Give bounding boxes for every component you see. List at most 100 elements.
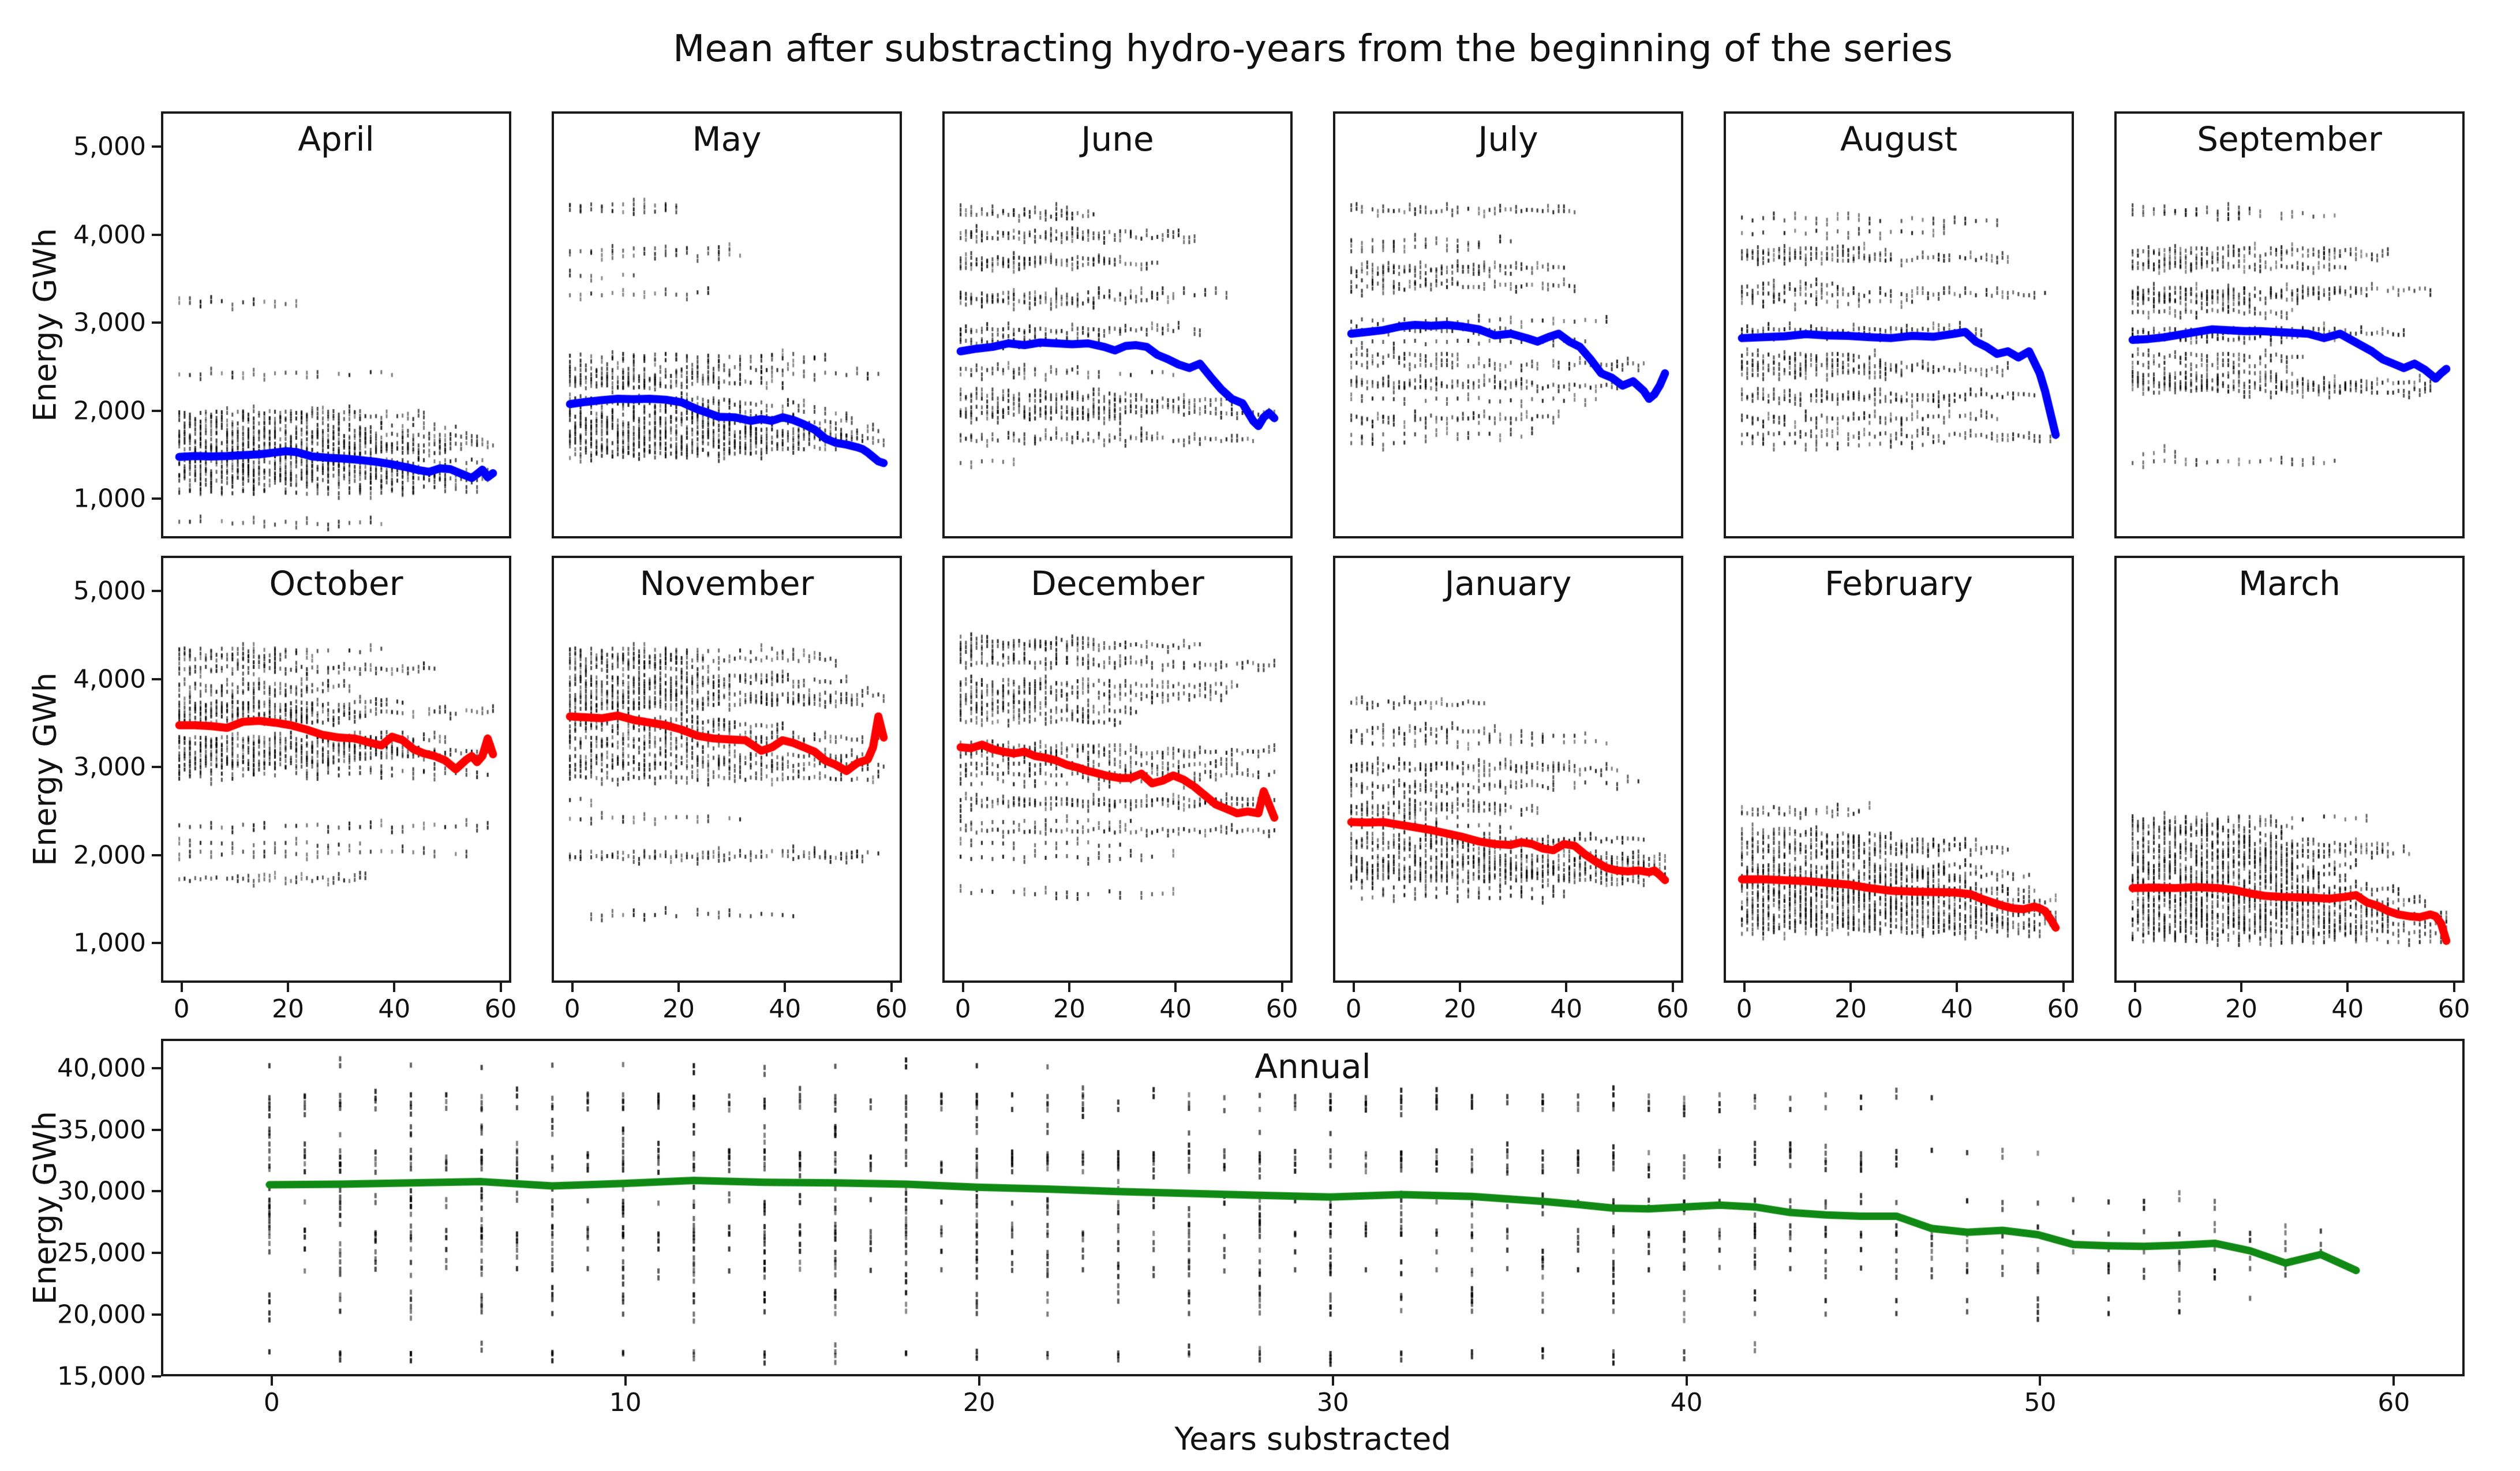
plot-canvas [163, 114, 509, 536]
y-tick-label: 25,000 [57, 1238, 146, 1268]
x-tick-label: 20 [1834, 994, 1867, 1024]
x-tick-label: 60 [1265, 994, 1298, 1024]
plot-frame: June [942, 111, 1293, 538]
subplot-title: December [1031, 564, 1204, 603]
x-tick-label: 60 [2047, 994, 2080, 1024]
x-tick-mark [270, 1376, 273, 1386]
subplot-march: March 0 20 40 60 [2114, 556, 2470, 1024]
plot-frame: July [1333, 111, 1683, 538]
x-tick-mark [1068, 983, 1070, 992]
x-axis-label: Years substracted [1174, 1421, 1451, 1457]
x-tick-label: 40 [1670, 1388, 1703, 1417]
plot-frame: December 0 20 40 60 [942, 556, 1298, 1024]
x-tick-mark [1743, 983, 1746, 992]
subplot-title: July [1478, 119, 1538, 159]
x-tick-label: 60 [875, 994, 908, 1024]
plot-frame: January 0 20 40 60 [1333, 556, 1689, 1024]
x-tick-mark [180, 983, 183, 992]
x-tick-label: 40 [1941, 994, 1974, 1024]
monthly-row-bottom: Energy GWh October 1,000 2,000 3,000 4,000 5… [0, 556, 2520, 1024]
y-tick-mark [152, 1066, 161, 1069]
subplot-annual: Annual 15,000 20,000 25,000 30,000 35,000 40,… [57, 1039, 2465, 1417]
x-tick-mark [393, 983, 396, 992]
plot-canvas [554, 114, 900, 536]
x-tick-mark [1849, 983, 1852, 992]
x-tick-label: 50 [2024, 1388, 2057, 1417]
plot-canvas [163, 1041, 2462, 1374]
x-tick-mark [571, 983, 574, 992]
plot-frame: March 0 20 40 60 [2114, 556, 2470, 1024]
plot-canvas [1335, 114, 1681, 536]
x-tick-label: 40 [769, 994, 802, 1024]
x-tick-label: 60 [2377, 1388, 2410, 1417]
x-tick-label: 10 [609, 1388, 642, 1417]
x-tick-mark [1174, 983, 1177, 992]
x-tick-label: 40 [1159, 994, 1192, 1024]
subplot-title: November [639, 564, 814, 603]
x-tick-label: 0 [173, 994, 190, 1024]
y-axis-label: Energy GWh [27, 228, 63, 422]
y-tick-mark [152, 590, 161, 593]
plot-frame: Annual 15,000 20,000 25,000 30,000 35,000 40,… [57, 1039, 2465, 1417]
y-tick-label: 3,000 [73, 308, 146, 338]
plot-canvas [2117, 558, 2462, 980]
subplot-october: October 1,000 2,000 3,000 4,000 5,000 0 20 40 60 [73, 556, 517, 1024]
x-tick-label: 20 [2225, 994, 2257, 1024]
y-axis-label: Energy GWh [27, 672, 63, 866]
y-tick-label: 40,000 [57, 1053, 146, 1083]
y-tick-label: 30,000 [57, 1176, 146, 1206]
subplot-title: January [1444, 564, 1572, 603]
y-tick-mark [152, 233, 161, 236]
y-tick-mark [152, 1375, 161, 1378]
x-tick-label: 0 [564, 994, 581, 1024]
subplot-title: June [1081, 119, 1154, 159]
y-tick-mark [152, 766, 161, 769]
y-tick-mark [152, 1128, 161, 1131]
x-tick-mark [677, 983, 680, 992]
plot-frame: April 1,000 2,000 3,000 4,000 5,000 [73, 111, 511, 538]
subplot-title: May [692, 119, 762, 159]
x-tick-mark [2392, 1376, 2395, 1386]
y-tick-label: 1,000 [73, 928, 146, 958]
subplot-title: Annual [1255, 1047, 1371, 1086]
plot-canvas [945, 114, 1290, 536]
x-tick-mark [1280, 983, 1283, 992]
plot-frame: August [1724, 111, 2074, 538]
x-tick-mark [1956, 983, 1959, 992]
x-tick-mark [1685, 1376, 1688, 1386]
y-tick-mark [152, 942, 161, 945]
y-tick-mark [152, 145, 161, 148]
y-tick-label: 4,000 [73, 664, 146, 694]
x-tick-mark [624, 1376, 627, 1386]
plot-canvas [2117, 114, 2462, 536]
plot-canvas [1726, 558, 2072, 980]
subplot-november: November 0 20 40 60 [552, 556, 908, 1024]
x-tick-mark [1458, 983, 1461, 992]
subplot-february: February 0 20 40 60 [1724, 556, 2080, 1024]
x-tick-mark [978, 1376, 980, 1386]
x-tick-mark [961, 983, 964, 992]
x-tick-label: 20 [662, 994, 695, 1024]
y-tick-label: 35,000 [57, 1115, 146, 1145]
monthly-row-bottom-plots: October 1,000 2,000 3,000 4,000 5,000 0 20 40 60… [73, 556, 2470, 1024]
x-tick-mark [286, 983, 289, 992]
x-tick-mark [2039, 1376, 2042, 1386]
y-tick-label: 15,000 [57, 1361, 146, 1391]
subplot-july: July [1333, 111, 1683, 538]
annual-row: Energy GWh Annual 15,000 20,000 25,000 30,0… [0, 1039, 2520, 1417]
x-tick-mark [1352, 983, 1355, 992]
subplot-title: April [298, 119, 375, 159]
x-tick-mark [2346, 983, 2349, 992]
y-tick-mark [152, 854, 161, 856]
x-tick-mark [1565, 983, 1568, 992]
plot-canvas [1335, 558, 1681, 980]
plot-frame: February 0 20 40 60 [1724, 556, 2080, 1024]
x-tick-mark [2452, 983, 2455, 992]
x-tick-label: 20 [271, 994, 304, 1024]
y-tick-mark [152, 1252, 161, 1255]
x-tick-label: 0 [1736, 994, 1753, 1024]
x-tick-mark [784, 983, 787, 992]
x-tick-label: 30 [1316, 1388, 1349, 1417]
plot-frame: November 0 20 40 60 [552, 556, 908, 1024]
subplot-january: January 0 20 40 60 [1333, 556, 1689, 1024]
